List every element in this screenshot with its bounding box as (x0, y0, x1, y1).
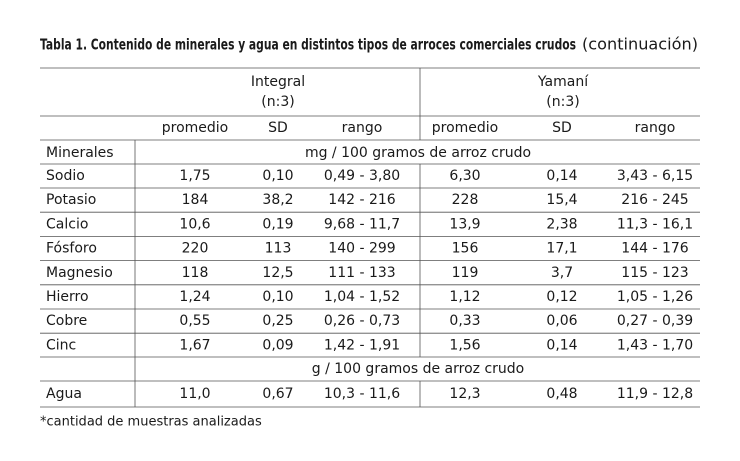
cell: 140 - 299 (328, 241, 395, 257)
row-label: Potasio (46, 192, 96, 208)
cell: 0,14 (546, 168, 577, 184)
cell: 1,42 - 1,91 (324, 337, 400, 353)
cell: 2,38 (546, 216, 577, 232)
cell: 10,6 (179, 216, 210, 232)
cell: 216 - 245 (621, 192, 688, 208)
cell: 12,5 (262, 265, 293, 281)
cell: 9,68 - 11,7 (324, 216, 400, 232)
cell: 228 (452, 192, 479, 208)
cell: 144 - 176 (621, 241, 688, 257)
cell: 1,75 (179, 168, 210, 184)
cell: 0,10 (262, 168, 293, 184)
cell: 142 - 216 (328, 192, 395, 208)
cell: 17,1 (546, 241, 577, 257)
unit-label: mg / 100 gramos de arroz crudo (305, 145, 531, 161)
cell: 10,3 - 11,6 (324, 386, 400, 402)
cell: 0,26 - 0,73 (324, 313, 400, 329)
cell: 15,4 (546, 192, 577, 208)
cell: 13,9 (449, 216, 480, 232)
cell: 3,43 - 6,15 (617, 168, 693, 184)
cell: 0,06 (546, 313, 577, 329)
cell: 156 (452, 241, 479, 257)
group-header: Integral (251, 74, 305, 90)
rules (40, 67, 700, 408)
column-header: SD (268, 120, 288, 136)
title-suffix: (continuación) (582, 35, 698, 54)
cell: 0,49 - 3,80 (324, 168, 400, 184)
cell: 115 - 123 (621, 265, 688, 281)
column-header: SD (552, 120, 572, 136)
cell: 111 - 133 (328, 265, 395, 281)
cell: 1,43 - 1,70 (617, 337, 693, 353)
row-label: Agua (46, 386, 82, 402)
row-label: Fósforo (46, 241, 97, 257)
column-header: rango (635, 120, 676, 136)
row-label: Calcio (46, 216, 88, 232)
cell: 11,0 (179, 386, 210, 402)
cell: 118 (182, 265, 209, 281)
cell: 11,3 - 16,1 (617, 216, 693, 232)
footnote: *cantidad de muestras analizadas (40, 415, 262, 430)
cell: 11,9 - 12,8 (617, 386, 693, 402)
cell: 0,33 (449, 313, 480, 329)
title: Tabla 1. Contenido de minerales y agua e… (40, 36, 576, 54)
cell: 0,67 (262, 386, 293, 402)
cell: 0,27 - 0,39 (617, 313, 693, 329)
cell: 0,55 (179, 313, 210, 329)
cell: 0,48 (546, 386, 577, 402)
cell: 184 (182, 192, 209, 208)
cell: 38,2 (262, 192, 293, 208)
cell: 0,25 (262, 313, 293, 329)
row-label: Cobre (46, 313, 87, 329)
cell: 0,09 (262, 337, 293, 353)
cell: 1,56 (449, 337, 480, 353)
unit-label: g / 100 gramos de arroz crudo (312, 361, 524, 377)
row-label: Hierro (46, 289, 89, 305)
cell: 0,12 (546, 289, 577, 305)
cell: 220 (182, 241, 209, 257)
group-n: (n:3) (546, 94, 579, 110)
cell: 1,05 - 1,26 (617, 289, 693, 305)
cell: 0,19 (262, 216, 293, 232)
cell: 113 (265, 241, 292, 257)
row-header: Minerales (46, 145, 114, 161)
column-header: promedio (162, 120, 229, 136)
column-header: rango (342, 120, 383, 136)
row-label: Cinc (46, 337, 76, 353)
cell: 12,3 (449, 386, 480, 402)
cell: 1,67 (179, 337, 210, 353)
cell: 0,14 (546, 337, 577, 353)
row-label: Sodio (46, 168, 85, 184)
cell: 0,10 (262, 289, 293, 305)
cell: 6,30 (449, 168, 480, 184)
column-header: promedio (432, 120, 499, 136)
cell: 119 (452, 265, 479, 281)
group-header: Yamaní (537, 74, 589, 90)
group-n: (n:3) (261, 94, 294, 110)
cell: 1,04 - 1,52 (324, 289, 400, 305)
cell: 3,7 (551, 265, 573, 281)
cell: 1,12 (449, 289, 480, 305)
row-label: Magnesio (46, 265, 113, 281)
cell: 1,24 (179, 289, 210, 305)
